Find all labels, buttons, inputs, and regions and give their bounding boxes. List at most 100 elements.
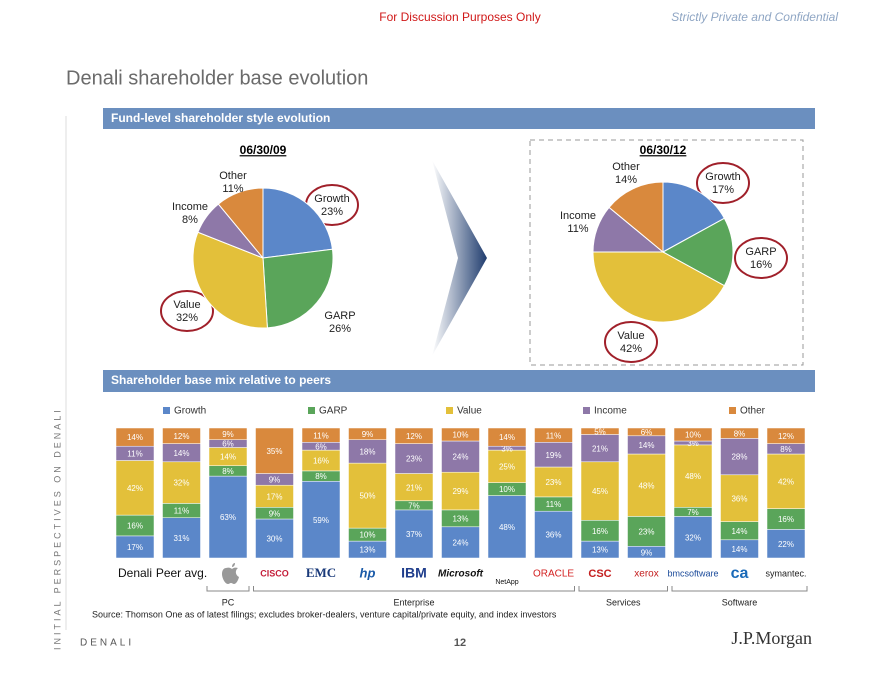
arrow (432, 160, 487, 356)
bar-label: 8% (734, 429, 746, 438)
source-note: Source: Thomson One as of latest filings… (92, 609, 557, 619)
bar-segment (394, 427, 434, 444)
bar-label: 14% (731, 527, 747, 536)
category-label: xerox (634, 569, 658, 580)
slice-value: 14% (615, 174, 637, 186)
bar-segment (627, 516, 666, 547)
bar-label: 6% (315, 442, 327, 451)
category-label: symantec. (765, 568, 806, 578)
bar-segment (115, 460, 155, 516)
bar-label: 24% (452, 453, 468, 462)
bar-segment (162, 427, 201, 444)
slice-value: 26% (329, 323, 351, 335)
slice-name: Value (173, 299, 200, 311)
bar-segment (720, 474, 759, 522)
bar-label: 10% (452, 431, 468, 440)
bar-label: 12% (406, 432, 422, 441)
bar-segment (766, 427, 806, 444)
section-bar (103, 370, 815, 392)
bar-label: 12% (173, 432, 189, 441)
category-label: ORACLE (533, 569, 574, 580)
slice-name: Growth (705, 171, 740, 183)
bar-label: 22% (778, 540, 794, 549)
bar-label: 9% (362, 430, 374, 439)
side-text: INITIAL PERSPECTIVES ON DENALI (52, 407, 62, 650)
bar-label: 11% (127, 449, 142, 458)
bar-segment (208, 475, 248, 559)
pie-slice (217, 187, 264, 260)
highlight-box (529, 139, 804, 366)
bar-segment (580, 427, 620, 435)
bar-label: 45% (592, 487, 608, 496)
bar-label: 17% (127, 543, 143, 552)
category-label: bmcsoftware (667, 568, 718, 578)
category-label: IBM (401, 565, 427, 581)
section-title: Fund-level shareholder style evolution (111, 111, 330, 125)
bar-label: 16% (313, 457, 329, 466)
bar-label: 8% (222, 467, 234, 476)
highlight-circle (604, 321, 658, 363)
bar-segment (441, 427, 480, 442)
category-label: CISCO (260, 568, 289, 578)
bar-segment (534, 442, 573, 468)
slice-name: Value (617, 330, 644, 342)
category-label: hp (360, 565, 376, 580)
category-label: Peer avg. (156, 566, 207, 580)
bar-segment (348, 462, 387, 529)
category-label: NetApp (495, 579, 518, 586)
bar-segment (441, 440, 480, 473)
footer-company: DENALI (80, 638, 134, 649)
bar-label: 32% (685, 533, 701, 542)
bar-label: 8% (315, 472, 327, 481)
bar-label: 21% (592, 444, 608, 453)
legend-swatch (583, 407, 590, 414)
notice: For Discussion Purposes Only (379, 10, 540, 24)
bar-label: 25% (499, 462, 515, 471)
group-bracket (253, 586, 575, 592)
slice-value: 32% (176, 312, 198, 324)
bar-segment (255, 427, 294, 474)
bar-segment (255, 518, 294, 559)
bar-segment (627, 427, 666, 437)
bar-label: 13% (592, 546, 608, 555)
bar-segment (487, 495, 527, 559)
bar-label: 16% (592, 527, 608, 536)
pie-slice (262, 248, 334, 329)
category-label: CSC (588, 568, 611, 580)
bar-label: 16% (778, 515, 794, 524)
category-label: EMC (306, 565, 336, 580)
legend-swatch (308, 407, 315, 414)
pie-slice (662, 181, 726, 253)
legend-swatch (446, 407, 453, 414)
bar-segment (673, 516, 713, 559)
pie-slice (192, 231, 268, 329)
bar-label: 14% (173, 449, 189, 458)
bar-label: 16% (127, 522, 143, 531)
bar-label: 21% (406, 483, 422, 492)
slice-name: Income (172, 201, 208, 213)
slice-name: Other (219, 170, 247, 182)
highlight-circle (696, 162, 750, 204)
bar-label: 8% (780, 445, 792, 454)
bar-label: 29% (452, 487, 468, 496)
slice-name: Growth (314, 193, 349, 205)
bar-label: 30% (266, 535, 282, 544)
bar-segment (534, 510, 573, 559)
group-label: Services (606, 597, 641, 607)
bar-label: 9% (269, 509, 281, 518)
bar-label: 7% (408, 501, 420, 510)
bar-segment (534, 427, 573, 443)
bar-label: 23% (545, 478, 561, 487)
legend-swatch (729, 407, 736, 414)
group-label: Enterprise (393, 597, 434, 607)
bar-label: 42% (127, 484, 143, 493)
legend-label: Growth (174, 406, 206, 417)
bar-label: 14% (638, 441, 654, 450)
apple-logo (222, 563, 239, 584)
bar-label: 6% (641, 428, 653, 437)
bar-label: 42% (778, 477, 794, 486)
bar-label: 10% (499, 485, 515, 494)
section-title: Shareholder base mix relative to peers (111, 373, 331, 387)
bar-segment (487, 449, 527, 483)
highlight-circle (734, 237, 788, 279)
